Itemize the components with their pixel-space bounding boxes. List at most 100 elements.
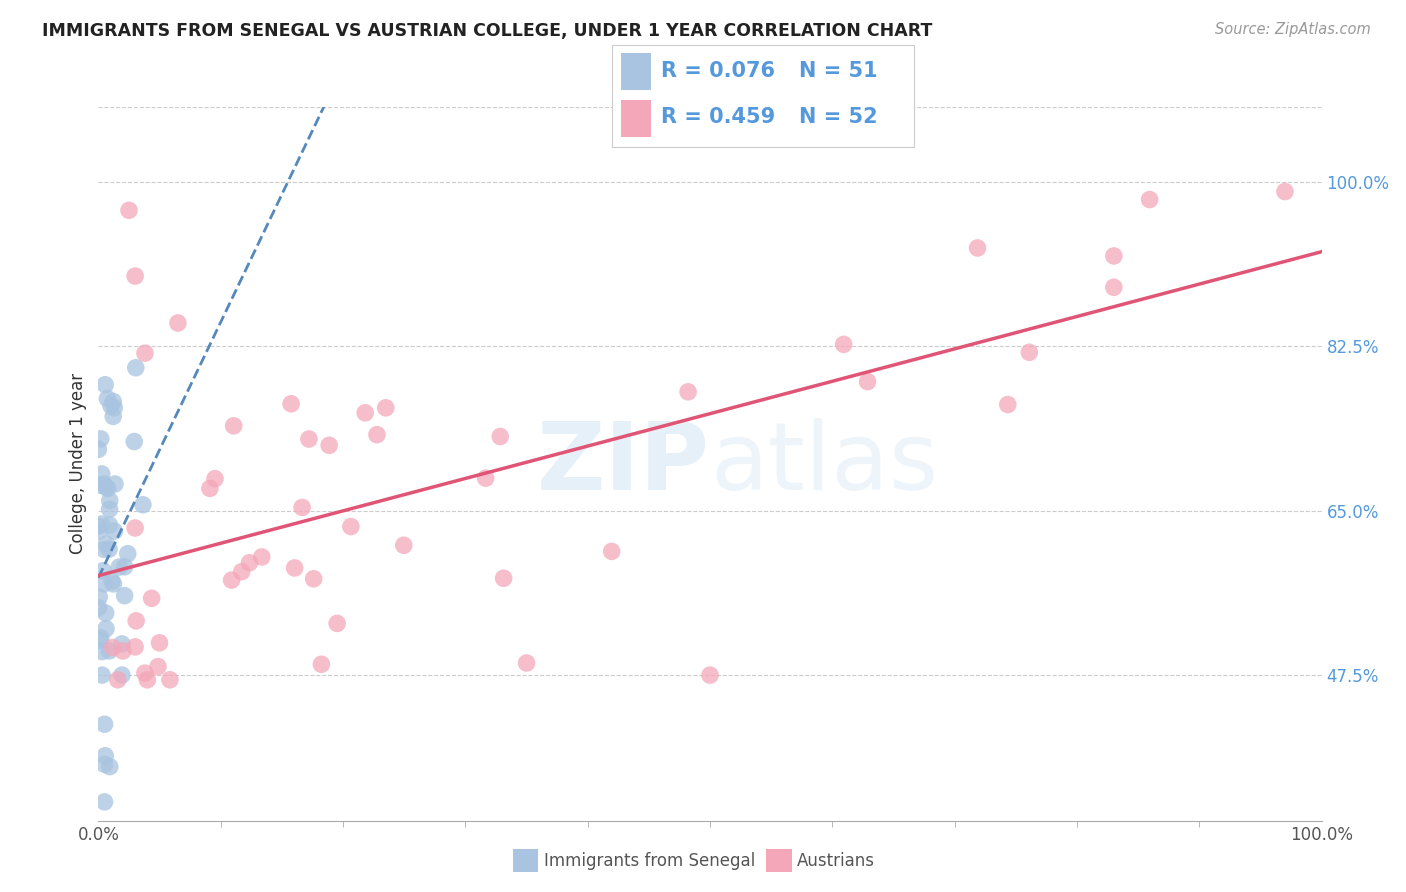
Point <box>98 493 121 508</box>
Point <box>98 542 121 557</box>
Point <box>114 589 136 603</box>
Point <box>97 482 120 496</box>
Point <box>222 418 245 433</box>
Point <box>94 377 117 392</box>
Point <box>91 645 114 659</box>
Point <box>117 547 139 561</box>
Point <box>284 561 307 575</box>
Point <box>1139 193 1161 207</box>
Point <box>832 337 855 351</box>
Point <box>101 640 124 655</box>
Point <box>90 432 112 446</box>
Point <box>114 559 136 574</box>
Point <box>250 549 273 564</box>
Point <box>96 537 118 551</box>
Point <box>238 556 260 570</box>
Point <box>90 467 112 481</box>
Point <box>98 518 121 533</box>
Point <box>600 544 623 558</box>
Text: Source: ZipAtlas.com: Source: ZipAtlas.com <box>1215 22 1371 37</box>
Point <box>96 480 118 494</box>
Point <box>93 542 115 557</box>
Point <box>91 668 114 682</box>
Point <box>159 673 181 687</box>
Point <box>118 203 141 218</box>
Point <box>298 432 321 446</box>
Point <box>515 656 537 670</box>
Point <box>124 268 146 283</box>
Text: ZIP: ZIP <box>537 417 710 510</box>
Text: IMMIGRANTS FROM SENEGAL VS AUSTRIAN COLLEGE, UNDER 1 YEAR CORRELATION CHART: IMMIGRANTS FROM SENEGAL VS AUSTRIAN COLL… <box>42 22 932 40</box>
Point <box>90 631 112 645</box>
Point <box>98 502 121 516</box>
Point <box>366 427 388 442</box>
Point <box>1018 345 1040 359</box>
Text: N = 52: N = 52 <box>799 107 877 128</box>
Text: R = 0.459: R = 0.459 <box>661 107 776 128</box>
Point <box>966 241 988 255</box>
Point <box>204 472 226 486</box>
Point <box>101 409 124 424</box>
Point <box>134 666 156 681</box>
Point <box>93 795 115 809</box>
Point <box>103 577 125 591</box>
Point <box>93 717 115 731</box>
Text: atlas: atlas <box>710 417 938 510</box>
Point <box>89 478 111 492</box>
Bar <box>620 53 651 90</box>
Point <box>676 384 699 399</box>
Point <box>111 637 134 651</box>
Point <box>374 401 396 415</box>
Point <box>124 521 146 535</box>
Point <box>90 516 112 531</box>
Point <box>111 644 134 658</box>
Point <box>94 622 117 636</box>
Point <box>221 573 243 587</box>
Point <box>231 565 253 579</box>
Point <box>1274 185 1296 199</box>
Point <box>141 591 163 606</box>
Point <box>94 748 117 763</box>
Point <box>302 572 325 586</box>
Point <box>1102 280 1125 294</box>
Point <box>93 757 115 772</box>
Point <box>87 519 110 533</box>
Point <box>94 606 117 620</box>
Point <box>124 640 146 654</box>
Point <box>699 668 721 682</box>
Point <box>318 438 340 452</box>
Point <box>104 477 127 491</box>
Point <box>108 560 131 574</box>
Point <box>103 394 125 409</box>
Point <box>125 360 148 375</box>
Text: R = 0.076: R = 0.076 <box>661 61 776 81</box>
Point <box>997 398 1019 412</box>
Text: N = 51: N = 51 <box>799 61 877 81</box>
Point <box>198 482 221 496</box>
Point <box>146 659 169 673</box>
Point <box>489 429 512 443</box>
Point <box>136 673 159 687</box>
Point <box>98 759 121 773</box>
Point <box>100 399 122 413</box>
Point <box>134 346 156 360</box>
Point <box>148 636 170 650</box>
Y-axis label: College, Under 1 year: College, Under 1 year <box>69 373 87 555</box>
Point <box>96 392 118 406</box>
Point <box>89 590 111 604</box>
Point <box>89 633 111 648</box>
Point <box>107 673 129 687</box>
Bar <box>620 100 651 137</box>
Point <box>111 668 134 682</box>
Point <box>125 614 148 628</box>
Point <box>132 498 155 512</box>
Point <box>87 600 110 615</box>
Point <box>392 538 415 552</box>
Point <box>474 471 496 485</box>
Point <box>103 401 125 415</box>
Point <box>91 564 114 578</box>
Point <box>87 524 110 538</box>
Text: Immigrants from Senegal: Immigrants from Senegal <box>544 852 755 870</box>
Point <box>167 316 190 330</box>
Point <box>311 657 333 672</box>
